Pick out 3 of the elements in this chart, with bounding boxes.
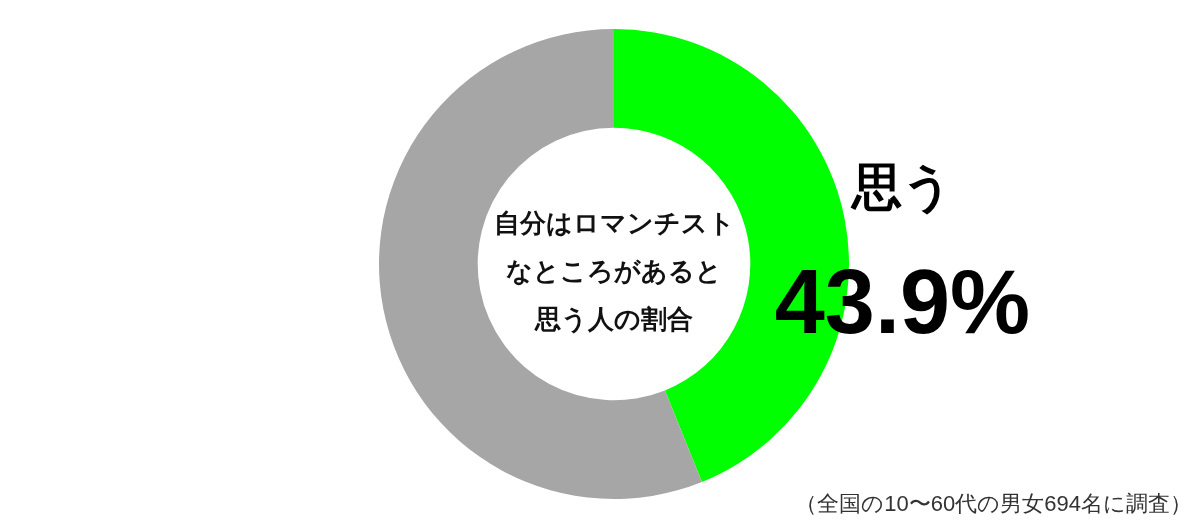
text: 自分はロマンチストなところがあると思う人の割合: [493, 208, 735, 335]
text: （全国の10〜60代の男女694名に調査）: [795, 491, 1192, 517]
slice-label: 思う: [849, 158, 953, 215]
